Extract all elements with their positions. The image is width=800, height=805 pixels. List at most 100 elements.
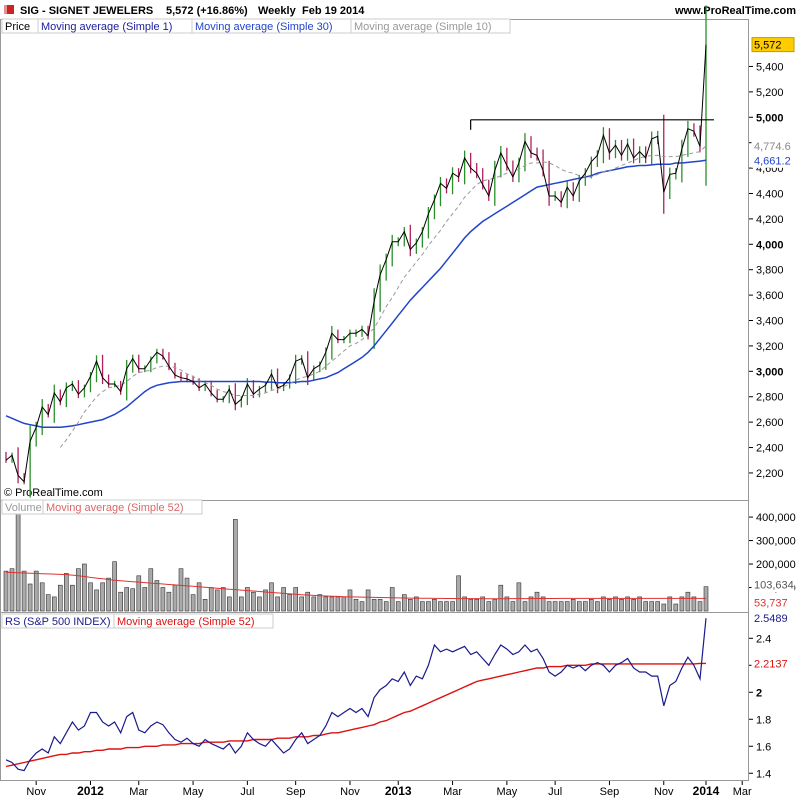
volume-bar <box>673 603 679 612</box>
volume-bar <box>70 584 75 612</box>
volume-bar <box>643 601 649 612</box>
volume-bar <box>582 601 588 612</box>
volume-last-badge-bg <box>751 577 795 593</box>
rs-last-badge: 2.5489 <box>754 613 788 625</box>
volume-bar <box>94 589 99 612</box>
volume-bar <box>239 596 244 612</box>
volume-legend-item: Volume <box>5 502 42 514</box>
volume-bar <box>112 561 117 612</box>
volume-ma-badge-bg <box>751 594 795 610</box>
price-tick-label: 5,400 <box>756 61 784 73</box>
x-tick-label: Mar <box>443 786 462 798</box>
volume-bar <box>287 594 292 612</box>
x-tick-label: Nov <box>654 786 674 798</box>
rs-tick-label: 2 <box>756 687 762 699</box>
last-price-badge-bg <box>751 37 795 53</box>
rs-legend-item: RS (S&P 500 INDEX) <box>5 616 111 628</box>
volume-bar <box>166 591 172 612</box>
price-tick-label: 2,800 <box>756 392 784 404</box>
rs-panel: 1.41.61.822.22.4RS (S&P 500 INDEX)Moving… <box>1 610 795 780</box>
volume-bar <box>57 584 63 612</box>
volume-bar <box>359 601 365 612</box>
volume-bar <box>601 596 606 612</box>
volume-bar <box>383 601 389 612</box>
volume-bar <box>534 591 540 612</box>
price-tick-label: 3,000 <box>756 366 784 378</box>
volume-bar <box>456 575 461 612</box>
volume-bar <box>220 587 226 612</box>
price-legend-item: Moving average (Simple 1) <box>41 21 172 33</box>
volume-bar <box>492 598 498 612</box>
volume-bar <box>154 580 160 612</box>
volume-bar <box>607 598 612 612</box>
volume-bar <box>595 601 600 612</box>
rs-tick-label: 2.4 <box>756 633 771 645</box>
x-tick-label: Nov <box>340 786 360 798</box>
x-tick-label: May <box>496 786 517 798</box>
volume-bar <box>468 598 474 612</box>
x-tick-label: Jul <box>548 786 562 798</box>
volume-bar <box>178 568 184 612</box>
volume-bar <box>486 601 492 612</box>
x-tick-label: Sep <box>600 786 620 798</box>
volume-bar <box>263 589 268 612</box>
price-tick-label: 2,600 <box>756 417 784 429</box>
price-tick-label: 4,000 <box>756 239 784 251</box>
volume-bar <box>196 582 202 612</box>
period-label: Weekly <box>258 5 297 17</box>
volume-bar <box>438 601 443 612</box>
x-tick-label: May <box>183 786 204 798</box>
volume-bar <box>323 596 329 612</box>
last-price-badge: 5,572 <box>754 40 782 52</box>
volume-bar <box>208 587 214 612</box>
x-tick-label: Mar <box>733 786 752 798</box>
volume-bar <box>667 596 673 612</box>
volume-bar <box>504 596 510 612</box>
price-legend-box <box>350 18 511 34</box>
volume-bar <box>619 598 624 612</box>
ma1-line <box>5 44 707 483</box>
volume-bar <box>546 601 552 612</box>
volume-bar <box>516 582 522 612</box>
volume-bar <box>444 601 449 612</box>
volume-bar <box>245 587 250 612</box>
volume-bar <box>281 587 286 612</box>
volume-bar <box>631 598 636 612</box>
volume-bar <box>474 598 480 612</box>
price-tick-label: 3,400 <box>756 316 784 328</box>
watermark: © ProRealTime.com <box>4 487 103 499</box>
x-axis: Nov 2012 Mar May Jul Sep Nov 2013 Mar May Jul Sep No… <box>26 781 752 798</box>
volume-bar <box>299 596 305 612</box>
x-tick-label: 2012 <box>77 784 104 798</box>
volume-bar <box>679 596 685 612</box>
volume-bar <box>27 583 33 612</box>
volume-bar <box>570 598 576 612</box>
x-tick-label: Nov <box>26 786 46 798</box>
volume-bar <box>64 573 69 612</box>
volume-bar <box>685 591 691 612</box>
site-label: www.ProRealTime.com <box>674 5 796 17</box>
volume-bar <box>426 601 431 612</box>
price-tick-label: 2,400 <box>756 443 784 455</box>
volume-panel: 100,000200,000300,000400,000VolumeMoving… <box>1 499 796 612</box>
volume-bar <box>540 596 546 612</box>
price-legend-item: Moving average (Simple 30) <box>195 21 333 33</box>
ma30-line <box>5 159 707 428</box>
volume-bar <box>432 598 437 612</box>
volume-bar <box>413 596 419 612</box>
volume-bar <box>365 589 371 612</box>
ma30-value-badge: 4,661.2 <box>754 155 791 167</box>
volume-bar <box>401 594 407 612</box>
volume-bar <box>39 582 45 612</box>
ticker-title: SIG - SIGNET JEWELERS <box>20 5 153 17</box>
volume-bar <box>613 596 618 612</box>
x-tick-label: Jul <box>240 786 254 798</box>
x-tick-label: 2014 <box>693 784 720 798</box>
chart-header: SIG - SIGNET JEWELERS 5,572 (+16.86%) We… <box>4 5 796 17</box>
volume-bar <box>184 577 190 612</box>
volume-bar <box>697 601 703 612</box>
price-tick-label: 3,800 <box>756 265 784 277</box>
volume-bar <box>450 601 455 612</box>
